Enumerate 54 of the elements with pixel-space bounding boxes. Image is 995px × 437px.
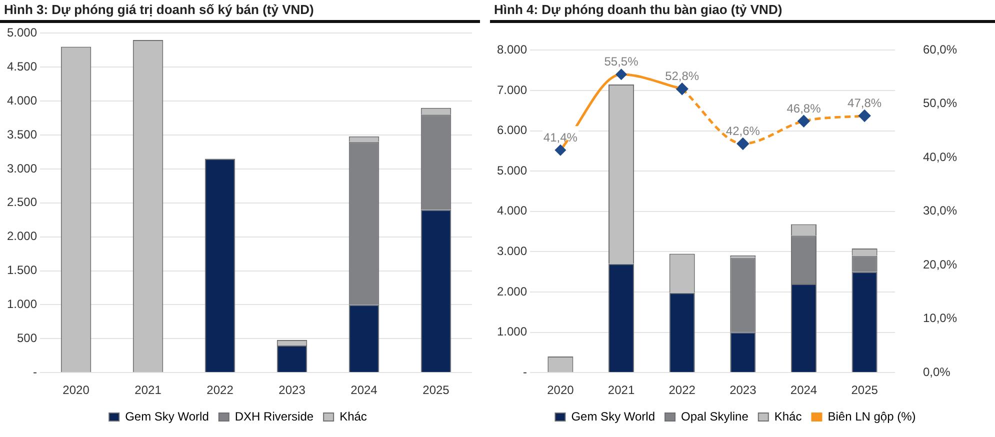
y-tick-label: 1.000	[497, 324, 528, 339]
legend-label: Khác	[340, 409, 367, 424]
y-tick-label: 6.000	[497, 123, 528, 138]
y-tick-label: 1.500	[7, 263, 38, 278]
y-tick-label: 5.000	[7, 26, 38, 40]
data-label: 47,8%	[848, 96, 882, 110]
y-tick-label: 1.000	[7, 297, 38, 312]
y2-tick-label: 20,0%	[922, 257, 958, 272]
x-tick-label: 2024	[350, 383, 378, 398]
y-tick-label: 4.500	[7, 59, 38, 74]
x-tick-label: 2023	[730, 383, 757, 398]
data-label: 52,8%	[665, 69, 700, 84]
y2-tick-label: 40,0%	[922, 150, 958, 164]
x-tick-label: 2022	[206, 383, 234, 398]
legend-label: Gem Sky World	[125, 409, 209, 424]
x-tick-label: 2020	[62, 383, 90, 398]
data-label: 46,8%	[786, 101, 822, 116]
x-tick-label: 2021	[134, 383, 162, 398]
data-label: 41,4%	[543, 130, 578, 144]
y-tick-label: 3.000	[497, 244, 528, 258]
legend-label: Biên LN gộp (%)	[828, 409, 916, 424]
y-tick-label: 8.000	[497, 42, 528, 57]
x-tick-label: 2024	[790, 383, 818, 398]
y-tick-label: -	[33, 364, 38, 379]
y-tick-label: 4.000	[497, 204, 528, 218]
y2-tick-label: 50,0%	[922, 96, 958, 110]
y2-tick-label: 0,0%	[922, 364, 951, 379]
y-tick-label: 7.000	[497, 82, 528, 97]
chart-title: Hình 3: Dự phóng giá trị doanh số ký bán (tỷ VND)	[0, 0, 480, 23]
x-tick-label: 2020	[547, 383, 574, 398]
y2-tick-label: 10,0%	[922, 311, 958, 326]
data-label: 42,6%	[726, 124, 760, 138]
data-label: 55,5%	[604, 54, 639, 69]
y2-tick-label: 30,0%	[922, 204, 958, 218]
y-tick-label: 500	[17, 330, 38, 345]
x-tick-label: 2025	[422, 383, 450, 398]
y-tick-label: 5.000	[497, 163, 528, 178]
y-tick-label: 2.000	[497, 284, 528, 298]
y-tick-label: 4.000	[7, 93, 38, 108]
y-tick-label: 3.000	[7, 161, 38, 176]
chart-title: Hình 4: Dự phóng doanh thu bàn giao (tỷ VND)	[490, 0, 995, 23]
y2-tick-label: 60,0%	[922, 42, 958, 57]
x-tick-label: 2023	[278, 383, 306, 398]
x-tick-label: 2022	[668, 383, 696, 398]
legend-label: Gem Sky World	[571, 409, 656, 424]
legend-label: Khác	[774, 409, 802, 424]
y-tick-label: 3.500	[7, 127, 38, 142]
x-tick-label: 2021	[608, 383, 635, 398]
y-tick-label: 2.000	[7, 229, 38, 244]
y-tick-label: 2.500	[7, 195, 38, 210]
legend-label: DXH Riverside	[234, 409, 314, 424]
y-tick-label: -	[523, 364, 528, 379]
x-tick-label: 2025	[851, 383, 878, 398]
legend-label: Opal Skyline	[681, 409, 749, 424]
